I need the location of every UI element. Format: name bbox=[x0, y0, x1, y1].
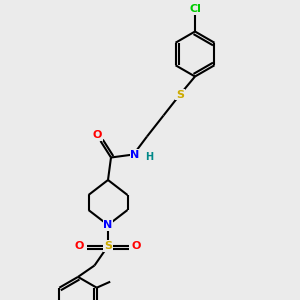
Text: N: N bbox=[103, 220, 112, 230]
Text: O: O bbox=[75, 241, 84, 251]
Text: H: H bbox=[145, 152, 153, 162]
Text: O: O bbox=[93, 130, 102, 140]
Text: S: S bbox=[104, 241, 112, 251]
Text: O: O bbox=[132, 241, 141, 251]
Text: N: N bbox=[130, 149, 140, 160]
Text: S: S bbox=[176, 89, 184, 100]
Text: Cl: Cl bbox=[189, 4, 201, 14]
